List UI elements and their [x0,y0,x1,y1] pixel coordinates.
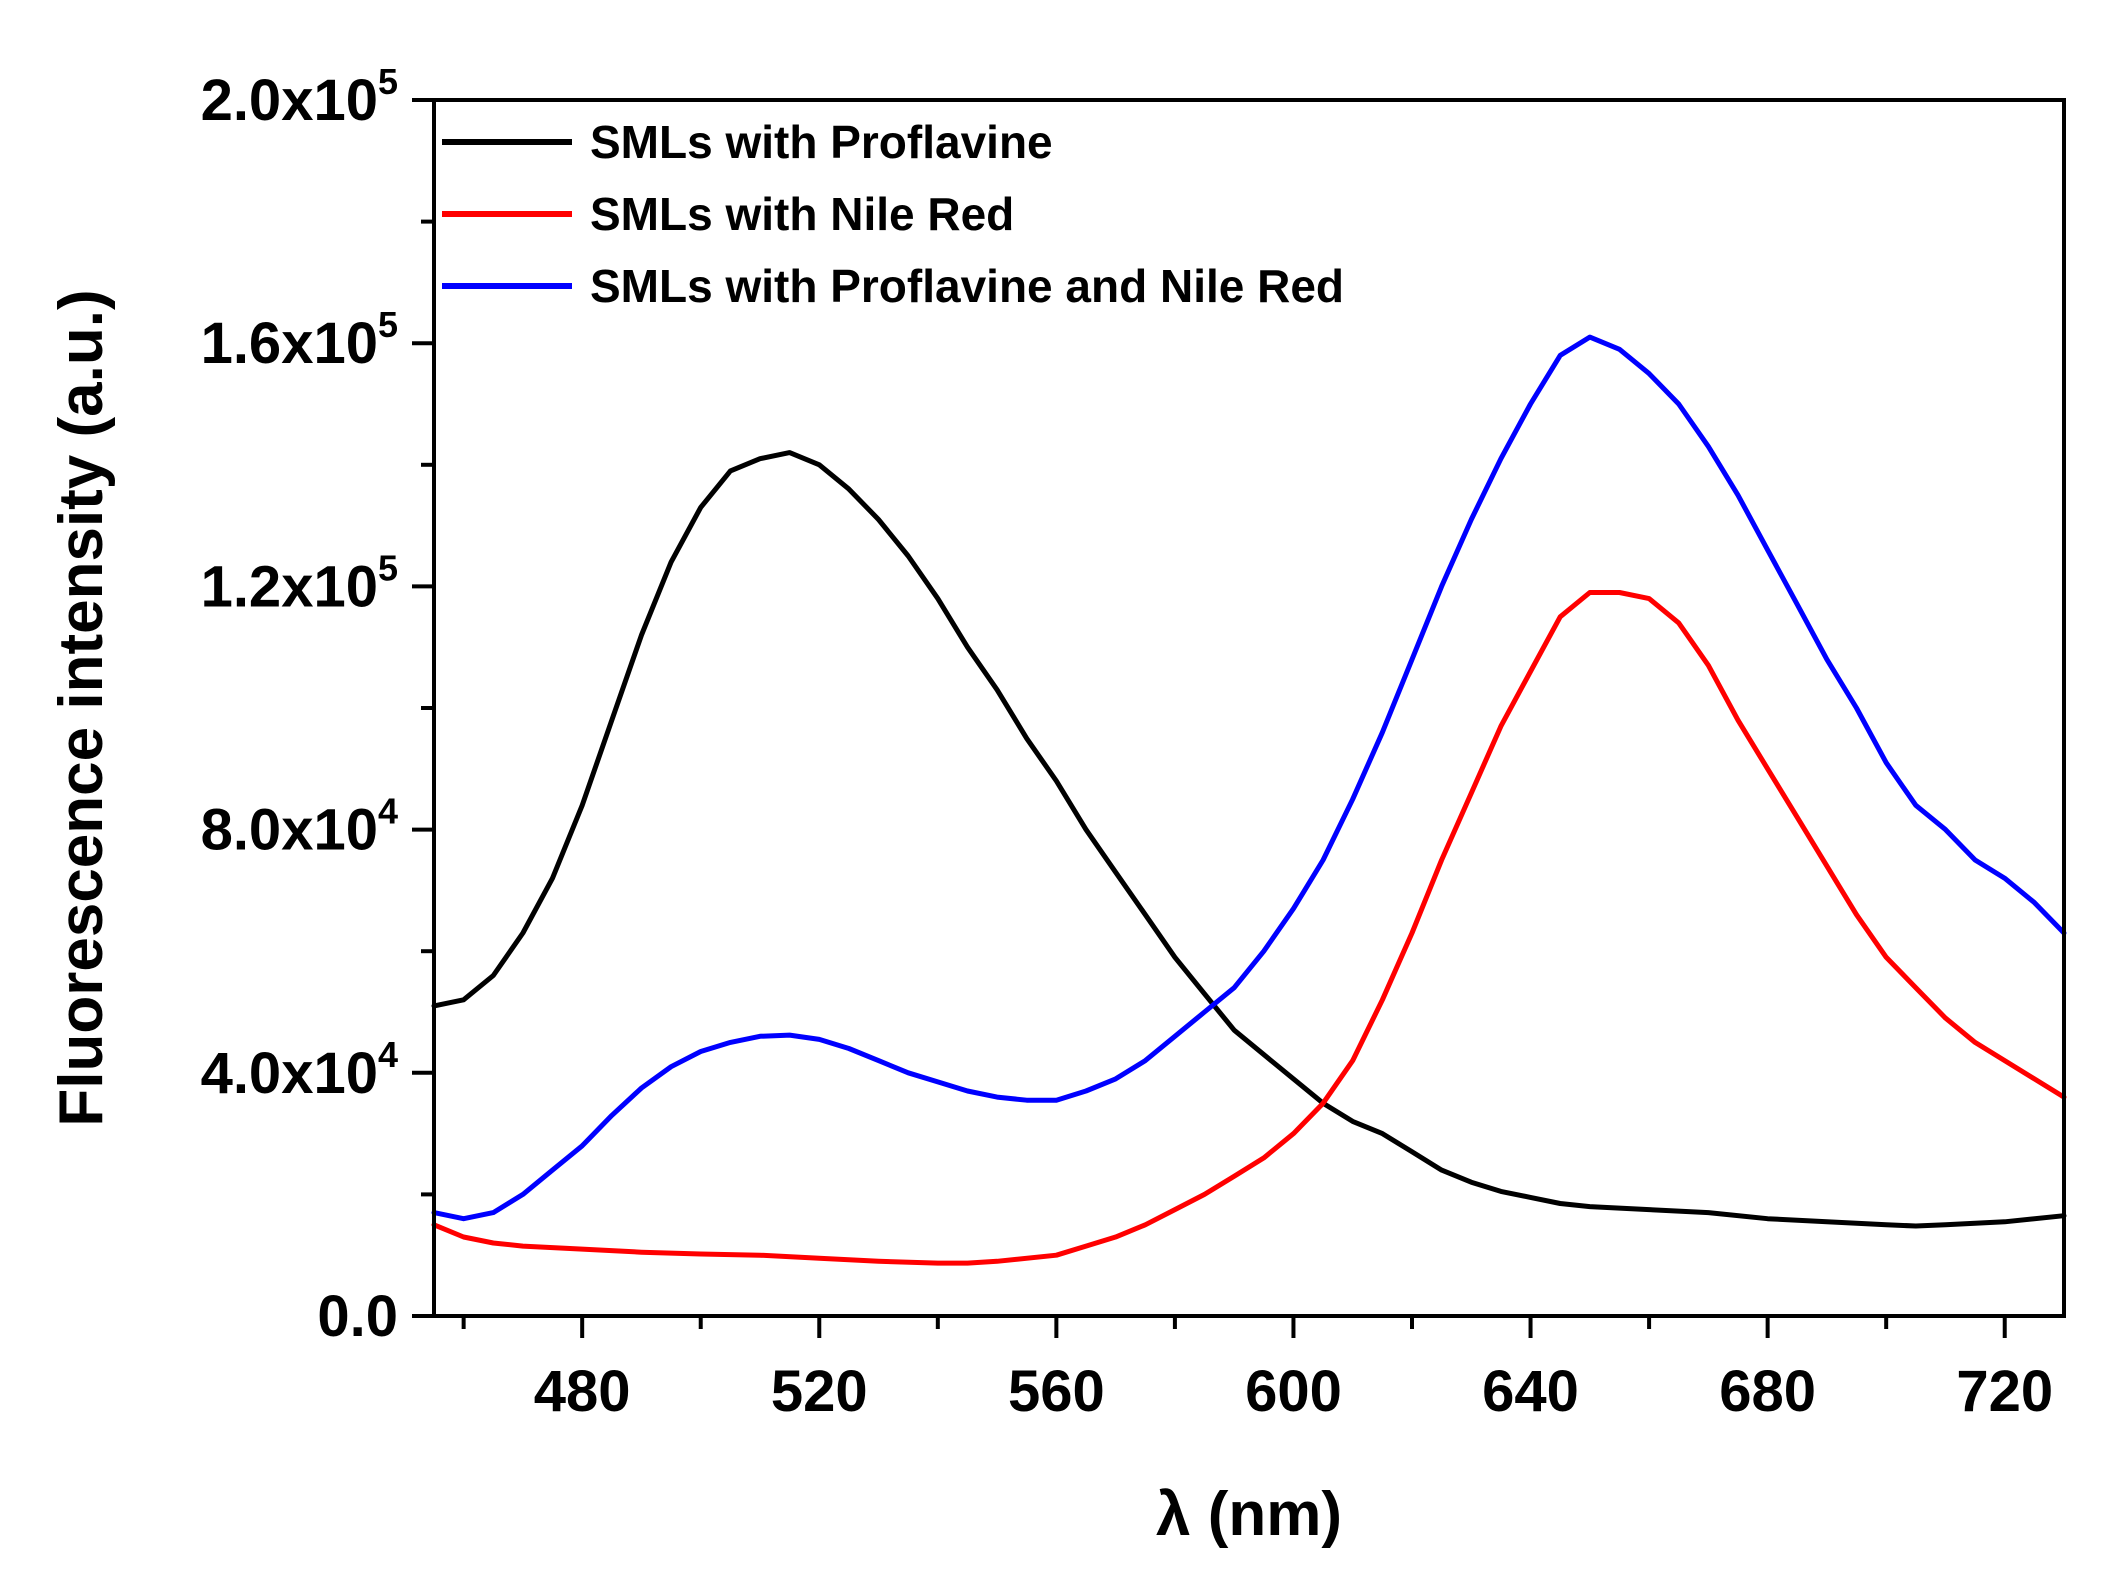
x-tick-label: 480 [534,1359,631,1424]
series-line-3 [431,334,2067,1222]
y-tick-label: 1.6x105 [201,304,398,376]
series-line-2 [431,590,2067,1266]
y-tick-label: 8.0x104 [201,791,398,863]
x-axis-title: λ (nm) [1156,1480,1342,1549]
series-line-1 [431,450,2067,1229]
y-axis-ticks: 0.0 4.0x104 8.0x104 1.2x105 1.6x105 2.0x105 [201,61,434,1349]
legend-label: SMLs with Proflavine [590,116,1053,168]
legend-label: SMLs with Nile Red [590,188,1014,240]
x-tick-label: 640 [1482,1359,1579,1424]
legend-label: SMLs with Proflavine and Nile Red [590,260,1344,312]
x-tick-label: 600 [1245,1359,1342,1424]
legend: SMLs with Proflavine SMLs with Nile Red SM… [442,116,1344,312]
y-tick-label: 1.2x105 [201,547,398,619]
y-tick-label: 4.0x104 [201,1034,398,1106]
x-tick-label: 560 [1008,1359,1105,1424]
x-axis-ticks: 480 520 560 600 640 680 720 [461,1316,2053,1424]
plot-series-lines [431,334,2067,1266]
y-axis-title: Fluorescence intensity (a.u.) [47,289,116,1126]
y-tick-label: 0.0 [317,1284,398,1349]
y-tick-label: 2.0x105 [201,61,398,133]
x-tick-label: 520 [771,1359,868,1424]
x-tick-label: 720 [1956,1359,2053,1424]
x-tick-label: 680 [1719,1359,1816,1424]
